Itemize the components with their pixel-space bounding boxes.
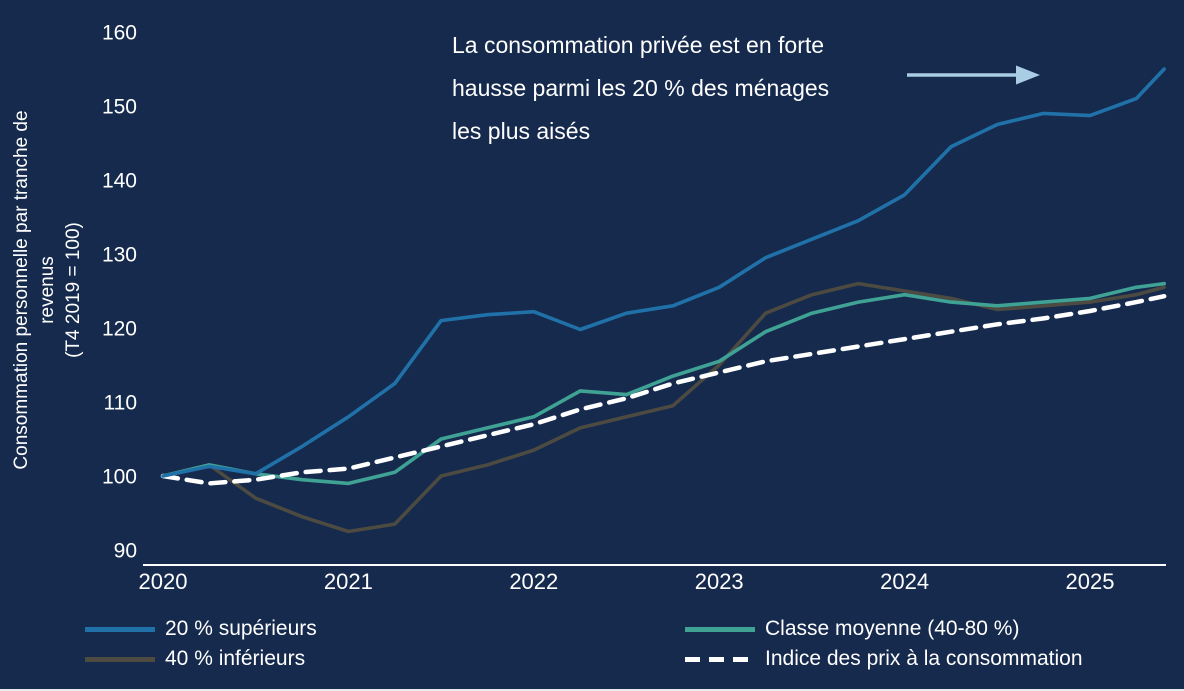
y-axis-label-line-1: Consommation personnelle par tranche de: [11, 110, 32, 470]
cpi-dashed-line-swatch-icon: [685, 656, 755, 662]
bottom-edge-line: [0, 689, 1184, 691]
y-axis-label-line-3: (T4 2019 = 100): [63, 222, 84, 358]
top20-line-swatch-icon: [85, 626, 155, 632]
y-tick-label: 160: [102, 22, 137, 45]
y-axis-label: Consommation personnelle par tranche de …: [9, 90, 87, 490]
series-line-top20: [161, 67, 1166, 478]
x-tick-label: 2020: [139, 569, 188, 594]
legend-label-top20: 20 % supérieurs: [165, 617, 317, 640]
bottom40-line-swatch-icon: [85, 656, 155, 662]
legend-label-bottom40: 40 % inférieurs: [165, 647, 306, 670]
series-line-middle: [161, 281, 1166, 486]
annotation-line-3: les plus aisés: [452, 118, 591, 144]
legend-right-column: Classe moyenne (40-80 %) Indice des prix…: [685, 616, 1083, 672]
legend-item-cpi: Indice des prix à la consommation: [685, 646, 1083, 672]
chart-annotation: La consommation privée est en forte haus…: [452, 24, 882, 153]
annotation-line-2: hausse parmi les 20 % des ménages: [452, 75, 830, 101]
series-line-bottom40: [161, 281, 1166, 534]
legend-label-middle: Classe moyenne (40-80 %): [765, 617, 1020, 640]
legend-label-cpi: Indice des prix à la consommation: [765, 647, 1083, 670]
y-axis-label-line-2: revenus: [37, 256, 58, 324]
legend-left-column: 20 % supérieurs 40 % inférieurs: [85, 616, 317, 672]
y-tick-label: 120: [102, 318, 137, 341]
x-tick-label: 2021: [324, 569, 373, 594]
y-tick-label: 140: [102, 170, 137, 193]
y-tick-label: 110: [104, 392, 137, 415]
middle-line-swatch-icon: [685, 626, 755, 632]
x-tick-label: 2024: [880, 569, 929, 594]
legend-item-middle: Classe moyenne (40-80 %): [685, 616, 1083, 642]
x-tick-label: 2025: [1066, 569, 1115, 594]
x-tick-label: 2023: [695, 569, 744, 594]
y-tick-label: 100: [102, 466, 137, 489]
legend-item-bottom40: 40 % inférieurs: [85, 646, 317, 672]
trend-arrow-head-icon: [1016, 65, 1040, 85]
series-line-cpi: [160, 293, 1167, 486]
y-tick-label: 90: [114, 540, 137, 563]
x-tick-label: 2022: [509, 569, 558, 594]
legend-item-top20: 20 % supérieurs: [85, 616, 317, 642]
y-tick-label: 150: [102, 96, 137, 119]
annotation-line-1: La consommation privée est en forte: [452, 32, 825, 58]
y-tick-label: 130: [102, 244, 137, 267]
